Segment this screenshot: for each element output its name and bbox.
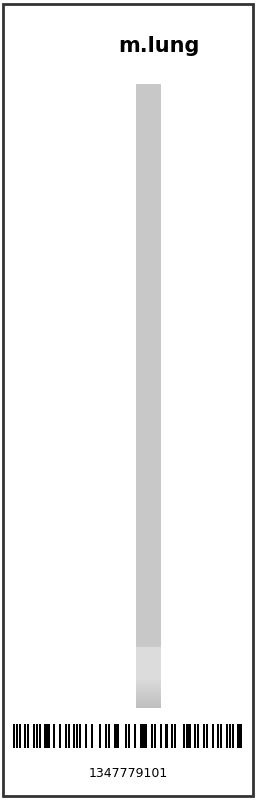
Bar [99, 724, 101, 748]
Text: 1347779101: 1347779101 [88, 767, 168, 780]
Bar [171, 724, 173, 748]
Bar [47, 724, 49, 748]
Bar [136, 657, 161, 688]
Bar [136, 670, 161, 702]
Bar [211, 724, 214, 748]
Bar [136, 660, 161, 691]
Bar [76, 724, 78, 748]
Bar [45, 724, 47, 748]
Bar [136, 667, 161, 698]
Text: m.lung: m.lung [118, 36, 199, 56]
Bar [59, 724, 61, 748]
Bar [39, 724, 41, 748]
Bar [116, 724, 119, 748]
Bar [136, 649, 161, 680]
Bar [27, 724, 29, 748]
Bar [85, 724, 87, 748]
Bar [240, 724, 242, 748]
Bar [136, 655, 161, 686]
Bar [183, 724, 185, 748]
Bar [232, 724, 234, 748]
Bar [165, 724, 168, 748]
Bar [238, 724, 240, 748]
Bar [154, 724, 156, 748]
Bar [136, 658, 161, 690]
Bar [136, 84, 161, 708]
Bar [142, 724, 145, 748]
Bar [160, 724, 162, 748]
Bar [128, 724, 130, 748]
Bar [136, 666, 161, 697]
Bar [136, 664, 161, 695]
Bar [53, 724, 55, 748]
Bar [136, 674, 161, 705]
Bar [136, 675, 161, 706]
Bar [16, 724, 18, 748]
Bar [197, 724, 199, 748]
Bar [136, 654, 161, 685]
Bar [145, 724, 147, 748]
Bar [136, 661, 161, 692]
Bar [114, 724, 116, 748]
Bar [206, 724, 208, 748]
Bar [65, 724, 67, 748]
Bar [125, 724, 127, 748]
Bar [229, 724, 231, 748]
Bar [220, 724, 222, 748]
Bar [33, 724, 35, 748]
Bar [79, 724, 81, 748]
Bar [108, 724, 110, 748]
Bar [68, 724, 70, 748]
Bar [217, 724, 219, 748]
Bar [174, 724, 176, 748]
Bar [151, 724, 153, 748]
Bar [136, 647, 161, 678]
Bar [91, 724, 93, 748]
Bar [105, 724, 107, 748]
Bar [140, 724, 142, 748]
Bar [226, 724, 228, 748]
Bar [136, 677, 161, 708]
Bar [194, 724, 196, 748]
Bar [188, 724, 191, 748]
Bar [136, 650, 161, 682]
Bar [136, 669, 161, 700]
Bar [13, 724, 15, 748]
Bar [203, 724, 205, 748]
Bar [136, 652, 161, 683]
Bar [186, 724, 188, 748]
Bar [134, 724, 136, 748]
Bar [36, 724, 38, 748]
Bar [136, 662, 161, 694]
Bar [24, 724, 26, 748]
Bar [73, 724, 76, 748]
Bar [136, 672, 161, 703]
Bar [19, 724, 21, 748]
